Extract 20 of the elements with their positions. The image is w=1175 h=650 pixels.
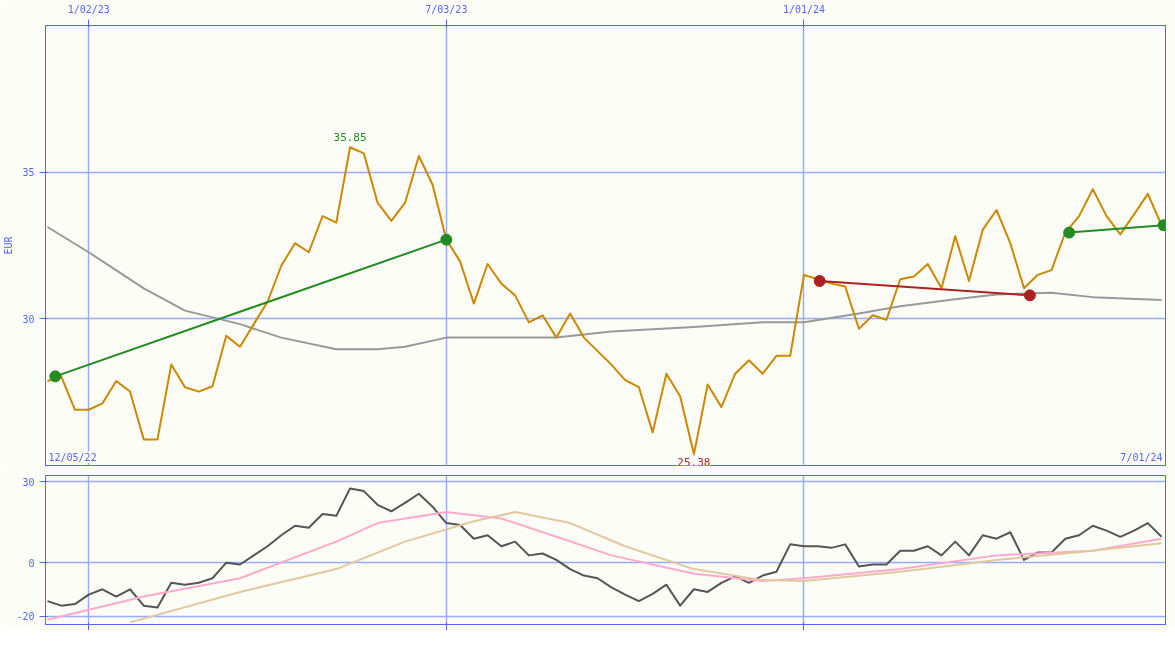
annotation: 35.85 bbox=[333, 131, 367, 145]
x-tick-label: 1/01/24 bbox=[782, 3, 826, 15]
point bbox=[1063, 226, 1076, 239]
point bbox=[1023, 289, 1036, 302]
y-tick-label: 30 bbox=[22, 476, 35, 488]
annotation: 25.38 bbox=[677, 456, 711, 470]
x-tick-label: 7/03/23 bbox=[425, 3, 468, 15]
annotation: 7/01/24 bbox=[1120, 451, 1163, 463]
annotation: 12/05/22 bbox=[48, 451, 97, 463]
line-series bbox=[46, 487, 1163, 609]
point bbox=[813, 275, 826, 287]
line-series bbox=[46, 226, 1163, 351]
y-axis-title: EUR bbox=[3, 235, 15, 255]
y-tick-label: 35 bbox=[22, 167, 35, 179]
point bbox=[49, 370, 62, 383]
y-tick-label: 0 bbox=[28, 557, 35, 569]
y-tick-label: -20 bbox=[16, 611, 35, 623]
y-tick-label: 30 bbox=[22, 313, 35, 325]
point bbox=[440, 233, 453, 246]
x-tick-label: 1/02/23 bbox=[67, 3, 110, 15]
